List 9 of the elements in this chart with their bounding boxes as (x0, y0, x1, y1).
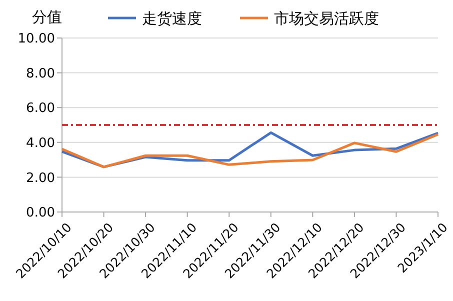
y-axis-title: 分值 (32, 8, 62, 26)
y-tick-label: 8.00 (26, 66, 55, 82)
y-tick-label: 2.00 (26, 170, 55, 186)
y-tick-label: 10.00 (18, 32, 55, 47)
y-tick-label: 0.00 (26, 206, 55, 221)
legend-label: 市场交易活跃度 (274, 9, 379, 28)
y-tick-label: 4.00 (26, 136, 55, 151)
legend-label: 走货速度 (142, 9, 202, 28)
y-tick-label: 6.00 (26, 101, 55, 116)
